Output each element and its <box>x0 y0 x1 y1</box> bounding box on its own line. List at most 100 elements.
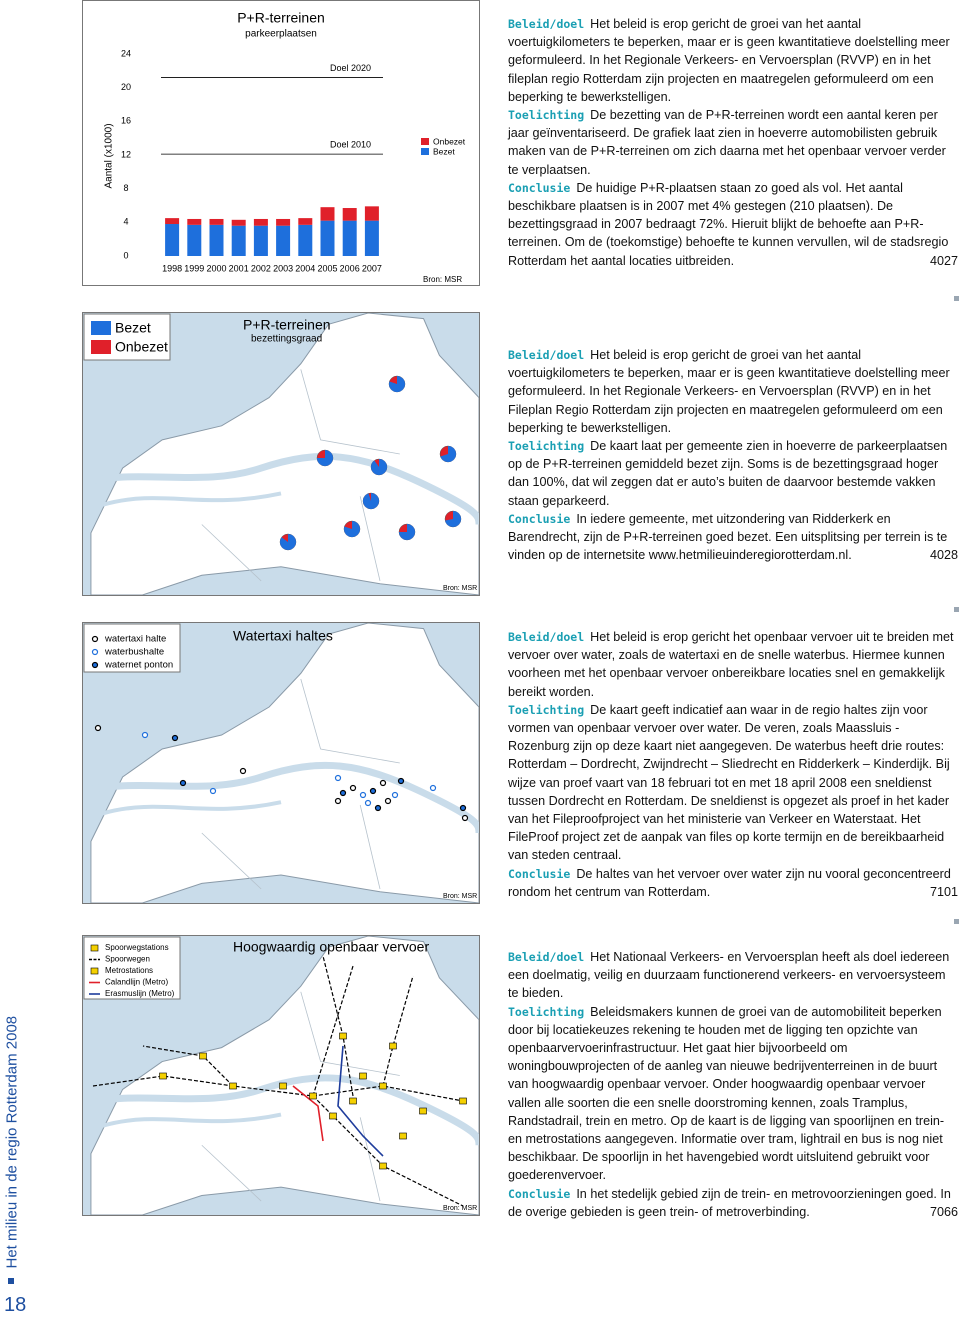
paragraph: Beleid/doel Het beleid is erop gericht he… <box>508 628 958 701</box>
paragraph: Toelichting De kaart geeft indicatief aan… <box>508 701 958 865</box>
bar-segment <box>320 220 335 256</box>
legend-label: Onbezet <box>433 136 466 146</box>
paragraph-label: Beleid/doel <box>508 17 585 31</box>
map-title: P+R-terreinen <box>243 317 331 333</box>
pie-slice <box>344 521 360 537</box>
map: Bron: MSR Spoorwegstations Spoorwegen Metro… <box>82 935 483 1216</box>
station <box>339 1032 347 1040</box>
paragraph-label: Toelichting <box>508 702 585 717</box>
legend-label: Bezet <box>115 320 151 336</box>
station <box>159 1072 167 1080</box>
legend-label: Spoorwegen <box>105 955 150 964</box>
y-axis-label: Aantal (x1000) <box>104 123 115 188</box>
stop <box>459 804 467 812</box>
stop <box>339 789 347 797</box>
text-block: Beleid/doel Het beleid is erop gericht de… <box>508 15 958 270</box>
paragraph: Beleid/doel Het beleid is erop gericht de… <box>508 346 958 437</box>
bar-segment <box>342 208 357 221</box>
bar-segment <box>165 218 180 225</box>
legend-icon <box>91 648 99 656</box>
y-tick-label: 4 <box>123 217 128 227</box>
stop <box>391 791 399 799</box>
paragraph-label: Beleid/doel <box>508 950 585 964</box>
y-tick-label: 8 <box>123 183 128 193</box>
bar-segment <box>209 224 224 256</box>
pie-slice <box>389 376 405 392</box>
paragraph: Conclusie In iedere gemeente, met uitzond… <box>508 510 958 565</box>
figure-code: 4027 <box>923 251 958 270</box>
bar-segment <box>364 206 379 221</box>
pie-slice <box>445 511 461 527</box>
figure-code: 7066 <box>923 1202 958 1222</box>
x-tick-label: 2000 <box>206 263 226 273</box>
paragraph-text: De bezetting van de P+R-terreinen wordt … <box>508 108 946 177</box>
pie-slice <box>399 524 415 540</box>
legend-label: Spoorwegstations <box>105 943 169 952</box>
paragraph: Beleid/doel Het beleid is erop gericht de… <box>508 15 958 106</box>
bar-segment <box>187 218 202 225</box>
map: Bron: MSR Bezet Onbezet P+R-terreinenbezett… <box>82 312 483 596</box>
x-tick-label: 1998 <box>162 263 182 273</box>
stop <box>94 724 102 732</box>
y-tick-label: 12 <box>121 149 131 159</box>
pie-slice <box>440 446 456 462</box>
legend-box <box>83 623 181 673</box>
paragraph-label: Toelichting <box>508 439 585 454</box>
pie-slice <box>280 534 296 550</box>
paragraph-label: Toelichting <box>508 108 585 123</box>
stop <box>334 797 342 805</box>
river <box>82 761 483 834</box>
stop <box>461 814 469 822</box>
paragraph-text: De kaart geeft indicatief aan waar in de… <box>508 702 950 863</box>
stop <box>179 779 187 787</box>
stop <box>349 784 357 792</box>
bar-segment <box>253 218 268 226</box>
station <box>309 1092 317 1100</box>
stop <box>209 787 217 795</box>
source: Bron: MSR <box>443 1205 477 1212</box>
source: Bron: MSR <box>423 275 462 284</box>
stop <box>369 787 377 795</box>
marker <box>8 1278 14 1284</box>
stop <box>429 784 437 792</box>
station <box>199 1052 207 1060</box>
chart-title: P+R-terreinen <box>237 10 325 26</box>
border <box>201 678 400 890</box>
figure-code: 4028 <box>923 546 958 565</box>
land <box>90 935 480 1216</box>
marker <box>954 919 959 924</box>
legend-label: waternet ponton <box>104 660 173 671</box>
river <box>102 800 282 816</box>
metro-calandlijn <box>292 1085 324 1142</box>
paragraph-label: Toelichting <box>508 1004 585 1019</box>
station <box>419 1107 427 1115</box>
y-tick-label: 24 <box>121 48 131 58</box>
bar-segment <box>253 225 268 256</box>
legend-swatch <box>91 321 111 335</box>
paragraph: Toelichting De bezetting van de P+R-terre… <box>508 106 958 179</box>
text-block: Beleid/doel Het beleid is erop gericht he… <box>508 628 958 902</box>
bar-segment <box>320 207 335 221</box>
bar-segment <box>342 220 357 256</box>
legend-swatch <box>421 148 429 155</box>
legend-icon <box>90 944 99 952</box>
target-label: Doel 2020 <box>330 63 371 73</box>
paragraph-label: Conclusie <box>508 180 571 195</box>
x-tick-label: 1999 <box>184 263 204 273</box>
river <box>82 1074 483 1146</box>
paragraph-text: De kaart laat per gemeente zien in hoeve… <box>508 439 948 508</box>
legend-icon <box>90 967 99 975</box>
station <box>229 1082 237 1090</box>
stop <box>364 799 372 807</box>
legend-swatch <box>91 340 111 354</box>
bar-segment <box>276 225 291 256</box>
paragraph: Conclusie De haltes van het vervoer over … <box>508 865 958 901</box>
legend-label: waterbushalte <box>104 647 164 658</box>
legend-label: Metrostations <box>105 966 153 975</box>
paragraph-label: Beleid/doel <box>508 630 585 644</box>
legend-label: Onbezet <box>115 339 168 355</box>
paragraph-text: Beleidsmakers kunnen de groei van de aut… <box>508 1004 945 1183</box>
station <box>379 1162 387 1170</box>
legend-icon <box>91 661 99 669</box>
paragraph-text: Het beleid is erop gericht het openbaar … <box>508 630 954 699</box>
